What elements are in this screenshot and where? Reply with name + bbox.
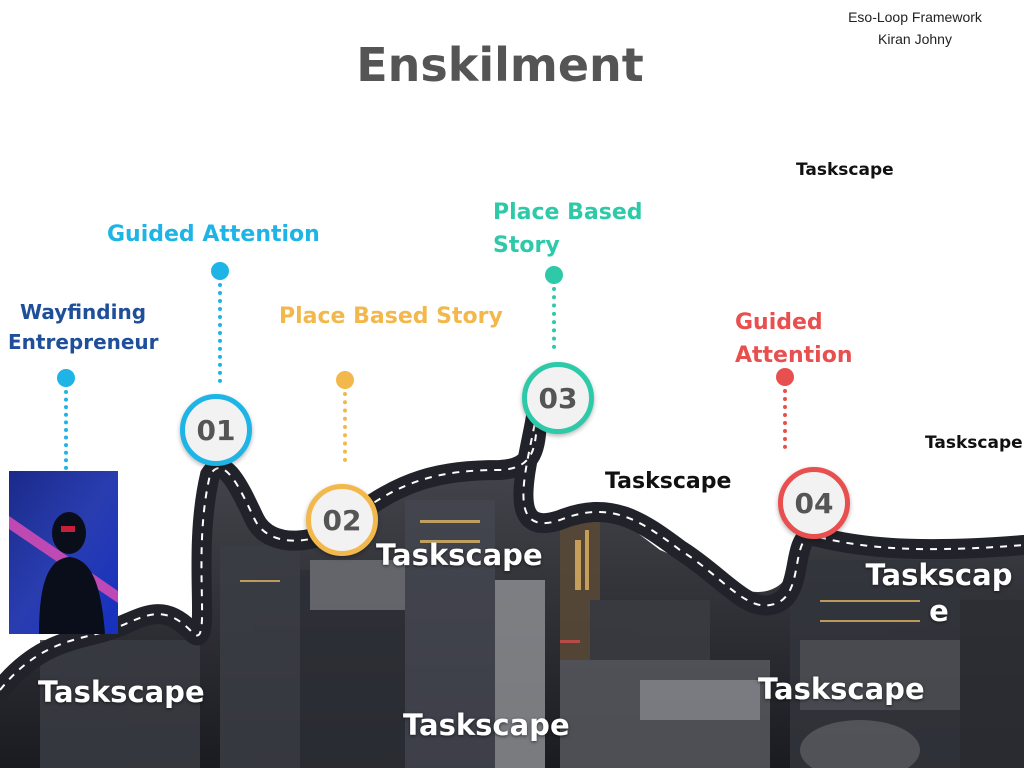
step-01-pin-line bbox=[218, 283, 222, 383]
persona-pin-line bbox=[64, 390, 68, 470]
taskscape-label-bottom-right: Taskscape bbox=[758, 672, 925, 706]
step-02-pin-dot bbox=[336, 371, 354, 389]
taskscape-wrapped-line1: Taskscap bbox=[865, 558, 1013, 592]
step-03-label: Place Based Story bbox=[493, 196, 643, 262]
step-01-pin-dot bbox=[211, 262, 229, 280]
persona-label-line2: Entrepreneur bbox=[8, 330, 159, 354]
framework-credit: Eso-Loop Framework bbox=[848, 9, 982, 25]
step-03-pin-dot bbox=[545, 266, 563, 284]
step-04-label: Guided Attention bbox=[735, 306, 852, 372]
taskscape-label-center: Taskscape bbox=[605, 469, 732, 494]
step-02-pin-line bbox=[343, 392, 347, 462]
step-03-label-line1: Place Based bbox=[493, 200, 643, 225]
taskscape-label-bottom-left: Taskscape bbox=[38, 675, 205, 709]
taskscape-label-mid: Taskscape bbox=[376, 538, 543, 572]
step-04-circle: 04 bbox=[778, 467, 850, 539]
persona-label: Wayfinding Entrepreneur bbox=[8, 297, 159, 357]
taskscape-label-right-edge: Taskscape bbox=[925, 433, 1023, 453]
persona-label-line1: Wayfinding bbox=[19, 300, 147, 324]
taskscape-label-wrapped: Taskscap e bbox=[859, 557, 1019, 629]
step-01-circle: 01 bbox=[180, 394, 252, 466]
step-03-pin-line bbox=[552, 287, 556, 349]
page-title: Enskilment bbox=[356, 38, 644, 92]
step-04-pin-dot bbox=[776, 368, 794, 386]
step-01-label: Guided Attention bbox=[107, 222, 320, 247]
step-03-circle: 03 bbox=[522, 362, 594, 434]
city-lights bbox=[240, 520, 920, 643]
buildings bbox=[40, 500, 1024, 768]
step-04-label-line1: Guided bbox=[735, 310, 823, 335]
taskscape-wrapped-line2: e bbox=[929, 594, 949, 628]
persona-image bbox=[9, 471, 118, 634]
taskscape-label-top-right: Taskscape bbox=[796, 160, 894, 180]
persona-pin-dot bbox=[57, 369, 75, 387]
step-02-label: Place Based Story bbox=[279, 304, 503, 329]
step-02-circle: 02 bbox=[306, 484, 378, 556]
step-03-label-line2: Story bbox=[493, 233, 560, 258]
taskscape-label-bottom-center: Taskscape bbox=[403, 708, 570, 742]
step-04-pin-line bbox=[783, 389, 787, 449]
author-credit: Kiran Johny bbox=[878, 31, 952, 47]
road-markings bbox=[0, 404, 1024, 691]
step-04-label-line2: Attention bbox=[735, 343, 853, 368]
